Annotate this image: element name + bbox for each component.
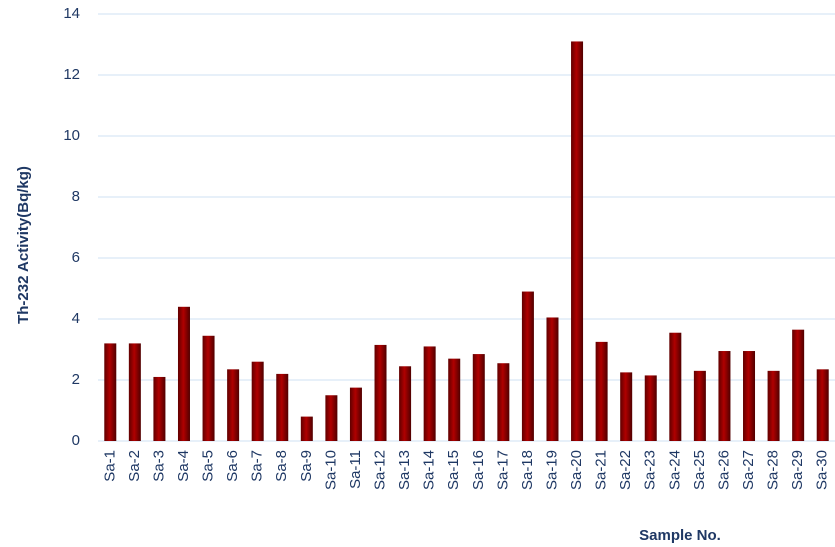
x-tick-label: Sa-12 — [371, 450, 388, 490]
bar — [644, 375, 657, 441]
y-tick-label: 12 — [63, 66, 80, 83]
y-tick-label: 2 — [72, 371, 80, 388]
x-tick-label: Sa-23 — [642, 450, 659, 490]
bar — [251, 361, 264, 441]
bar — [202, 335, 215, 441]
y-tick-label: 6 — [72, 249, 80, 266]
bar — [792, 329, 805, 441]
x-tick-label: Sa-20 — [568, 450, 585, 490]
x-tick-label: Sa-30 — [814, 450, 831, 490]
bar — [153, 376, 166, 441]
bar — [325, 395, 338, 441]
bar — [497, 363, 510, 441]
bar — [767, 370, 780, 441]
x-tick-label: Sa-24 — [666, 450, 683, 490]
x-tick-label: Sa-17 — [494, 450, 511, 490]
y-tick-label: 14 — [63, 5, 80, 22]
x-tick-label: Sa-8 — [273, 450, 290, 482]
x-tick-label: Sa-2 — [126, 450, 143, 482]
bar — [423, 346, 436, 441]
bar — [128, 343, 141, 441]
bar — [571, 41, 584, 441]
x-tick-label: Sa-25 — [691, 450, 708, 490]
x-tick-label: Sa-5 — [200, 450, 217, 482]
bar — [374, 344, 387, 441]
y-axis-title: Th-232 Activity(Bq/kg) — [15, 166, 32, 324]
x-tick-label: Sa-1 — [101, 450, 118, 482]
x-tick-label: Sa-10 — [322, 450, 339, 490]
x-tick-label: Sa-3 — [150, 450, 167, 482]
x-tick-label: Sa-9 — [298, 450, 315, 482]
x-tick-label: Sa-13 — [396, 450, 413, 490]
x-tick-label: Sa-15 — [445, 450, 462, 490]
bar — [693, 370, 706, 441]
x-tick-label: Sa-4 — [175, 450, 192, 482]
bar — [104, 343, 117, 441]
x-tick-label: Sa-16 — [470, 450, 487, 490]
x-tick-label: Sa-27 — [740, 450, 757, 490]
bar — [399, 366, 412, 441]
y-tick-label: 8 — [72, 188, 80, 205]
y-tick-label: 4 — [72, 310, 80, 327]
bar — [227, 369, 240, 441]
bar — [349, 387, 362, 441]
x-tick-label: Sa-26 — [715, 450, 732, 490]
bar — [669, 332, 682, 441]
x-tick-label: Sa-28 — [765, 450, 782, 490]
bar — [816, 369, 829, 441]
bar — [300, 416, 313, 441]
x-tick-label: Sa-22 — [617, 450, 634, 490]
x-axis-title: Sample No. — [639, 527, 721, 544]
bar — [177, 306, 190, 441]
y-tick-label: 0 — [72, 432, 80, 449]
x-tick-label: Sa-21 — [593, 450, 610, 490]
bar — [472, 354, 485, 441]
y-tick-label: 10 — [63, 127, 80, 144]
x-tick-label: Sa-19 — [543, 450, 560, 490]
x-tick-label: Sa-14 — [421, 450, 438, 490]
x-tick-label: Sa-7 — [249, 450, 266, 482]
x-tick-label: Sa-11 — [347, 450, 364, 489]
x-tick-label: Sa-29 — [789, 450, 806, 490]
bar — [595, 341, 608, 441]
bar — [546, 317, 559, 441]
bar — [448, 358, 461, 441]
bar — [521, 291, 534, 441]
bar — [620, 372, 633, 441]
bar — [718, 351, 731, 441]
bar — [743, 351, 756, 441]
bar — [276, 373, 289, 441]
x-tick-label: Sa-6 — [224, 450, 241, 482]
x-tick-label: Sa-18 — [519, 450, 536, 490]
